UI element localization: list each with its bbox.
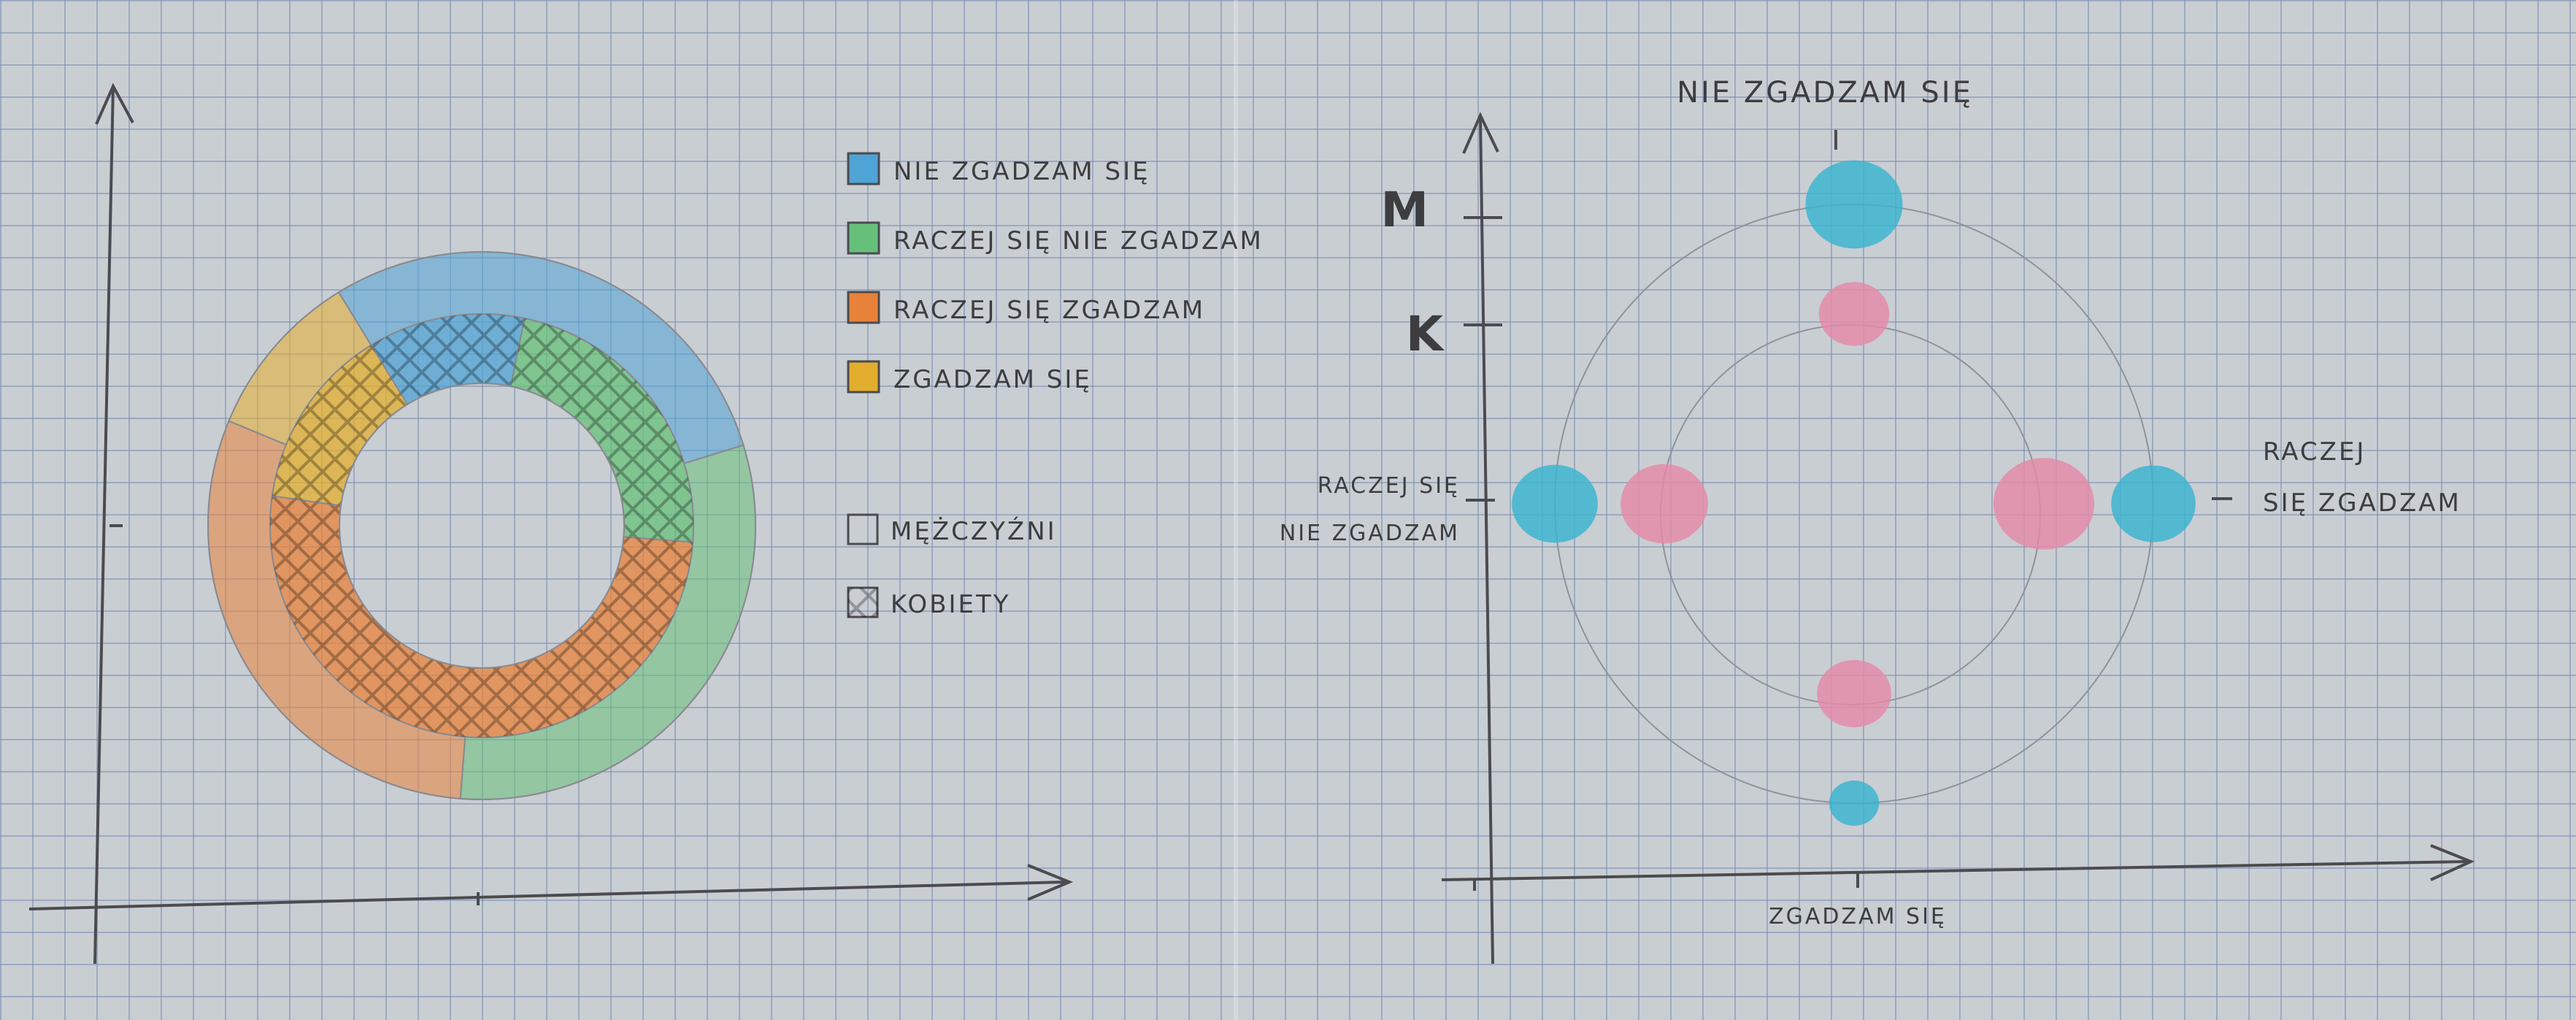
donut-hatch-inner-2: [270, 496, 693, 737]
right-axes: [1441, 112, 2475, 965]
legend-label-1: RACZEJ SIĘ NIE ZGADZAM: [893, 226, 1264, 256]
paper-fold: [1234, 0, 1238, 1020]
bubble-k-0: [1818, 282, 1890, 346]
legend-label-2: RACZEJ SIĘ ZGADZAM: [893, 296, 1205, 325]
right-y-axis: [1479, 116, 1494, 965]
donut-hatch-inner-0: [371, 314, 525, 404]
donut-center-edge: [339, 383, 625, 669]
donut-inner-ring: [269, 313, 694, 738]
donut-outer-edge: [207, 251, 756, 800]
axis-label-top: NIE ZGADZAM SIĘ: [1677, 76, 1973, 110]
bubble-m-2: [1829, 780, 1880, 827]
left-x-arrow: [1027, 864, 1074, 901]
right-y-arrow: [1462, 112, 1499, 154]
bubble-m-1: [2111, 465, 2196, 542]
legend-swatch-0: [847, 152, 880, 185]
bubble-m-3: [1512, 464, 1598, 543]
left-x-axis: [28, 881, 1066, 910]
bubble-k-2: [1817, 659, 1891, 728]
axis-label-left-line1: RACZEJ SIĘ: [1318, 473, 1460, 499]
donut-hatch-inner-1: [510, 318, 693, 542]
bubble-m-0: [1805, 160, 1903, 249]
legend-group-swatch-0: [847, 513, 879, 545]
legend-group-hatch-1: [848, 588, 877, 617]
axis-label-right-line2: SIĘ ZGADZAM: [2263, 488, 2461, 518]
bubble-k-1: [1993, 458, 2095, 550]
right-x-axis: [1441, 860, 2468, 881]
legend: NIE ZGADZAM SIĘ RACZEJ SIĘ NIE ZGADZAM RAC…: [847, 152, 1264, 619]
left-y-axis: [93, 85, 115, 965]
y-tick-label-k: K: [1406, 306, 1445, 362]
legend-swatch-1: [847, 221, 880, 255]
y-tick-marks: [1464, 216, 1502, 502]
legend-group-label-0: MĘŻCZYŹNI: [891, 516, 1057, 546]
donut-hatch-inner-3: [272, 345, 408, 506]
axis-label-bottom: ZGADZAM SIĘ: [1769, 904, 1947, 929]
axis-label-right-line1: RACZEJ: [2263, 437, 2366, 467]
left-axes: [28, 83, 1074, 965]
axis-label-left-line2: NIE ZGADZAM: [1280, 521, 1460, 546]
left-y-arrow: [95, 83, 134, 125]
legend-swatch-2: [847, 291, 880, 324]
legend-swatch-3: [847, 360, 880, 394]
legend-label-0: NIE ZGADZAM SIĘ: [893, 157, 1150, 186]
reference-circle-inner: [1660, 324, 2041, 705]
bubble-k-3: [1620, 464, 1708, 544]
right-x-arrow: [2430, 844, 2475, 881]
legend-label-3: ZGADZAM SIĘ: [893, 365, 1092, 394]
legend-group-label-1: KOBIETY: [891, 590, 1011, 619]
bubbles: [1512, 160, 2196, 827]
y-tick-label-m: M: [1380, 182, 1431, 238]
